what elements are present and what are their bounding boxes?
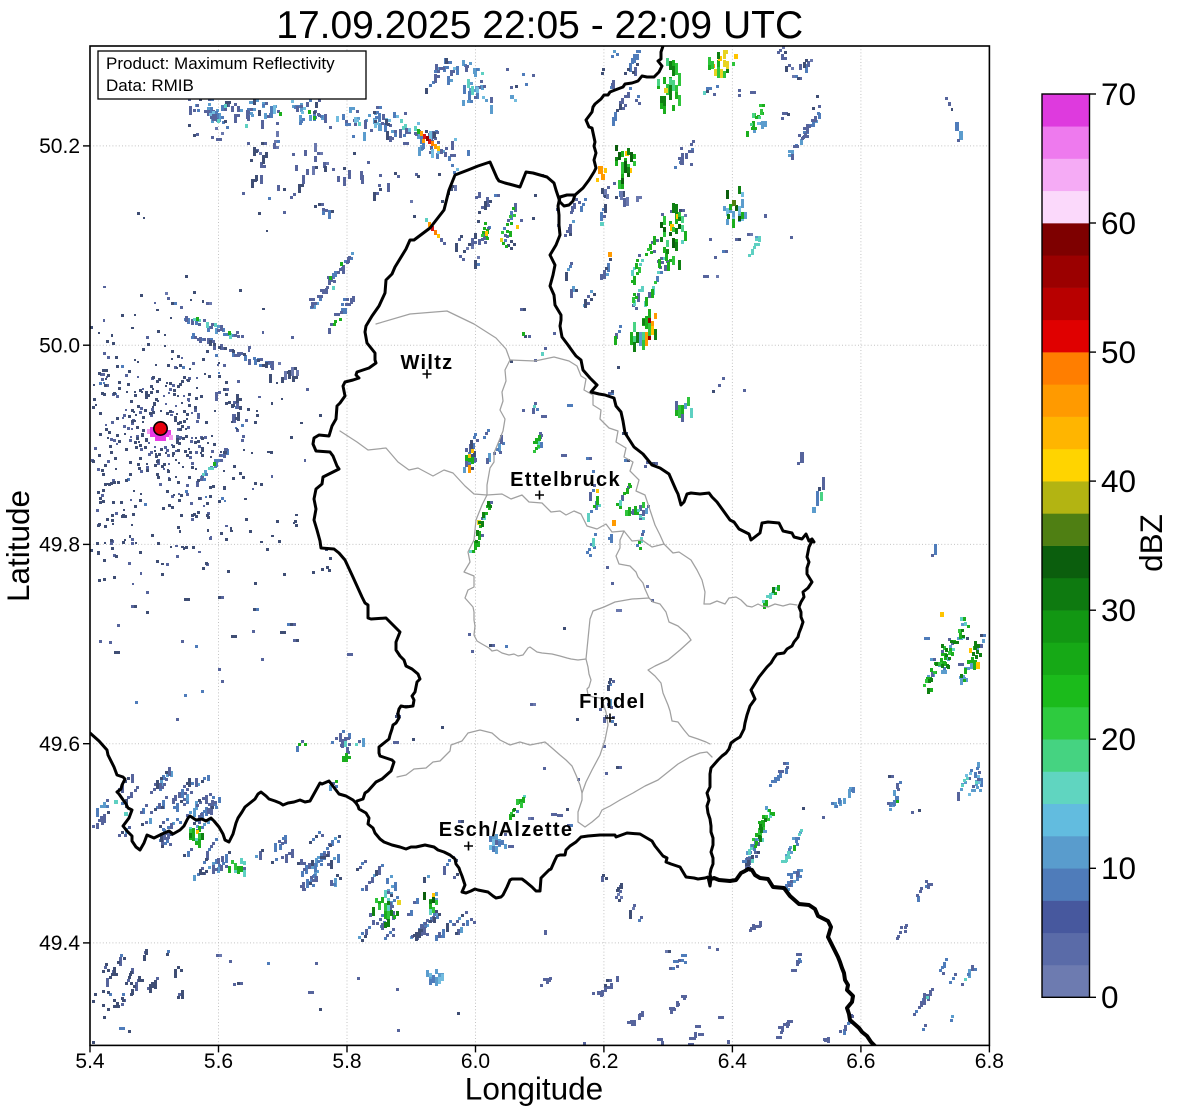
svg-text:10: 10 [1101,850,1136,886]
svg-text:dBZ: dBZ [1133,514,1169,572]
svg-text:49.4: 49.4 [39,932,80,955]
svg-text:17.09.2025 22:05 - 22:09 UTC: 17.09.2025 22:05 - 22:09 UTC [276,4,803,47]
svg-text:Esch/Alzette: Esch/Alzette [439,819,574,841]
svg-text:5.6: 5.6 [204,1050,233,1073]
svg-text:Findel: Findel [579,691,646,713]
svg-text:49.6: 49.6 [39,733,80,756]
svg-text:49.8: 49.8 [39,534,80,557]
svg-text:70: 70 [1101,76,1136,112]
svg-text:6.6: 6.6 [846,1050,875,1073]
svg-text:50.0: 50.0 [39,334,80,357]
svg-text:6.0: 6.0 [461,1050,490,1073]
svg-text:50.2: 50.2 [39,135,80,158]
svg-text:40: 40 [1101,463,1136,499]
svg-text:Longitude: Longitude [465,1071,603,1107]
svg-text:60: 60 [1101,205,1136,241]
svg-text:20: 20 [1101,721,1136,757]
svg-text:Data: RMIB: Data: RMIB [106,76,194,95]
svg-text:30: 30 [1101,592,1136,628]
svg-text:5.8: 5.8 [332,1050,361,1073]
svg-text:6.8: 6.8 [975,1050,1004,1073]
svg-text:0: 0 [1101,979,1119,1015]
svg-text:Ettelbruck: Ettelbruck [510,469,621,491]
svg-text:6.4: 6.4 [718,1050,748,1073]
svg-text:6.2: 6.2 [589,1050,618,1073]
svg-text:Latitude: Latitude [0,490,36,602]
svg-text:50: 50 [1101,334,1136,370]
svg-text:Wiltz: Wiltz [401,352,454,374]
svg-text:5.4: 5.4 [75,1050,105,1073]
svg-text:Product: Maximum Reflectivity: Product: Maximum Reflectivity [106,54,335,73]
